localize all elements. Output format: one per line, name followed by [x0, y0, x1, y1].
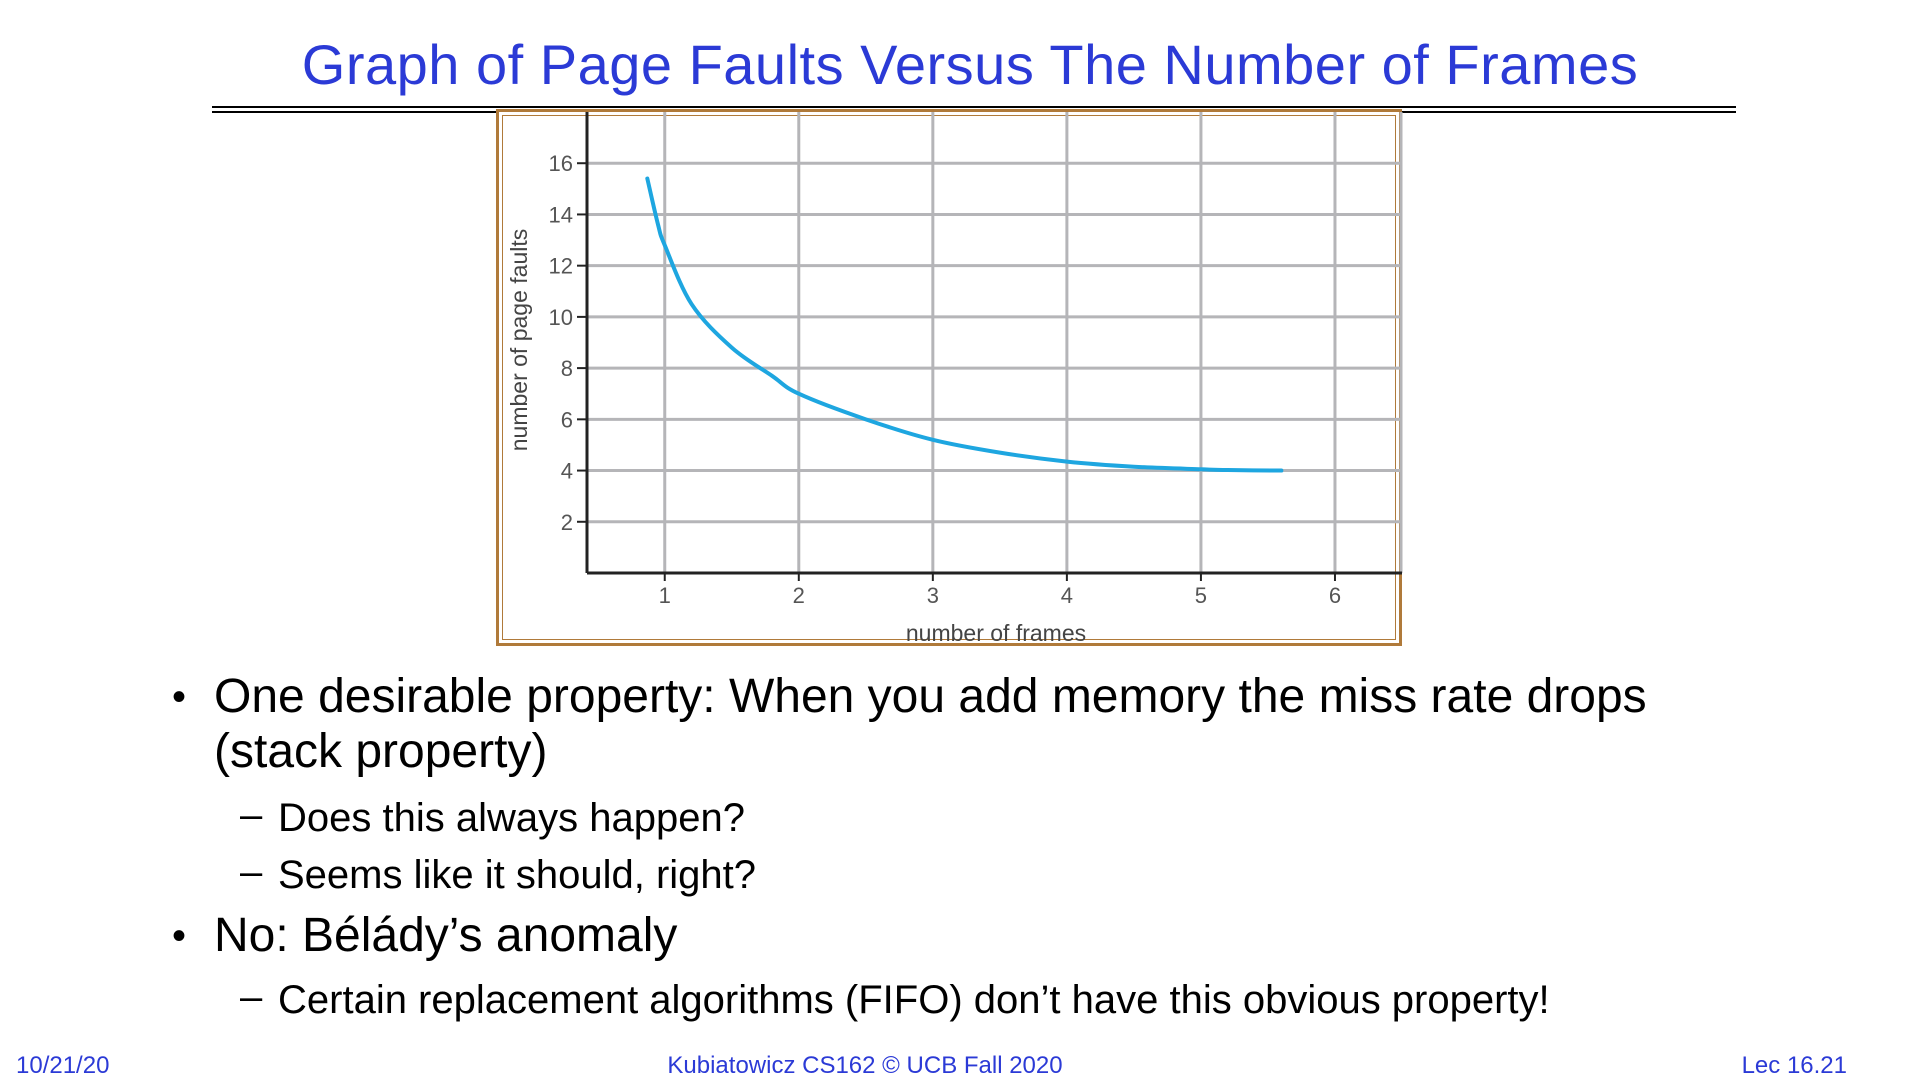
y-tick-label-6: 6: [561, 407, 573, 432]
x-tick-label-2: 2: [793, 583, 805, 608]
sub-bullet-1-1: Does this always happen?: [278, 796, 745, 840]
sub-bullet-1-2: Seems like it should, right?: [278, 853, 757, 897]
y-tick-label-16: 16: [549, 151, 573, 176]
x-tick-label-4: 4: [1061, 583, 1073, 608]
y-tick-label-14: 14: [549, 202, 573, 227]
x-tick-label-6: 6: [1329, 583, 1341, 608]
footer-course: Kubiatowicz CS162 © UCB Fall 2020: [667, 1052, 1063, 1079]
bullet-marker: •: [172, 675, 187, 719]
y-axis-label: number of page faults: [506, 229, 532, 451]
footer-date: 10/21/20: [16, 1052, 110, 1079]
y-tick-label-12: 12: [549, 254, 573, 279]
bullet-2-line-1: No: Bélády’s anomaly: [214, 909, 678, 962]
y-tick-label-8: 8: [561, 356, 573, 381]
x-axis-label: number of frames: [906, 620, 1086, 646]
y-tick-label-2: 2: [561, 510, 573, 535]
page-faults-curve: [645, 176, 1284, 473]
sub-bullet-2-1: Certain replacement algorithms (FIFO) do…: [278, 978, 1550, 1022]
slide-title: Graph of Page Faults Versus The Number o…: [301, 33, 1639, 96]
footer-lecture-number: Lec 16.21: [1741, 1052, 1847, 1079]
bullet-1-line-1: One desirable property: When you add mem…: [214, 670, 1647, 723]
y-tick-label-4: 4: [561, 459, 573, 484]
sub-bullet-marker: –: [240, 975, 263, 1019]
y-tick-label-10: 10: [549, 305, 573, 330]
x-tick-label-1: 1: [659, 583, 671, 608]
x-tick-label-5: 5: [1195, 583, 1207, 608]
bullet-marker: •: [172, 914, 187, 958]
bullet-1-line-2: (stack property): [214, 725, 548, 778]
x-tick-label-3: 3: [927, 583, 939, 608]
title-rule-top: [212, 106, 1736, 108]
sub-bullet-marker: –: [240, 850, 263, 894]
sub-bullet-marker: –: [240, 793, 263, 837]
